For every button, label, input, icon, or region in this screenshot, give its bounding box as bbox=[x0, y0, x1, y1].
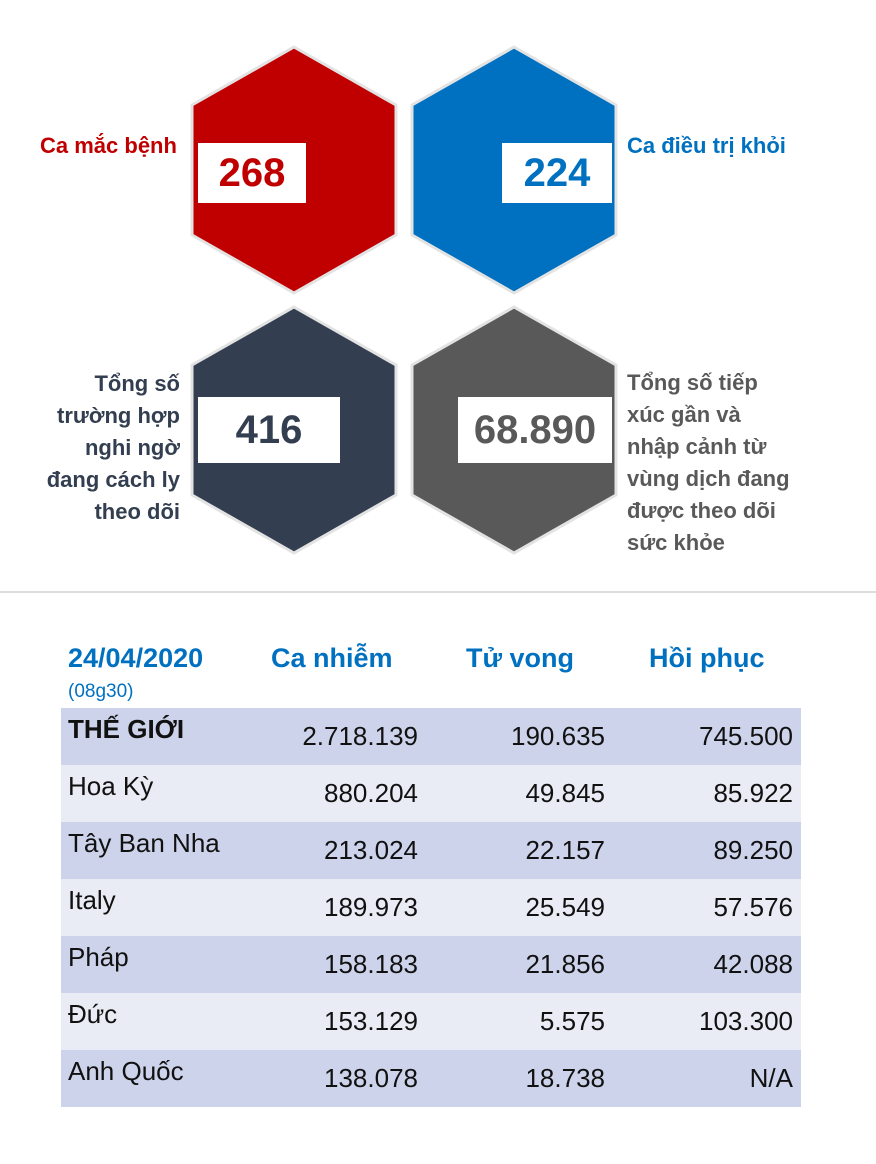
country-name: THẾ GIỚI bbox=[68, 714, 185, 744]
country-name: Anh Quốc bbox=[68, 1056, 184, 1086]
recovered-value: 103.300 bbox=[699, 1006, 793, 1036]
recovered-label: Ca điều trị khỏi bbox=[627, 133, 786, 158]
cases-value: 213.024 bbox=[324, 835, 418, 865]
table-row: THẾ GIỚI 2.718.139 190.635 745.500 bbox=[61, 708, 801, 765]
recovered-value: 57.576 bbox=[713, 892, 793, 922]
infected-count: 268 bbox=[198, 143, 306, 203]
deaths-value: 22.157 bbox=[525, 835, 605, 865]
suspected-hexagon: 416 bbox=[190, 305, 410, 555]
covid-table: THẾ GIỚI 2.718.139 190.635 745.500 Hoa K… bbox=[61, 708, 801, 1107]
cases-value: 138.078 bbox=[324, 1063, 418, 1093]
recovered-value: 745.500 bbox=[699, 721, 793, 751]
recovered-value: 42.088 bbox=[713, 949, 793, 979]
country-name: Hoa Kỳ bbox=[68, 771, 154, 801]
column-header-deaths: Tử vong bbox=[466, 643, 575, 673]
deaths-value: 49.845 bbox=[525, 778, 605, 808]
deaths-value: 18.738 bbox=[525, 1063, 605, 1093]
table-row: Hoa Kỳ 880.204 49.845 85.922 bbox=[61, 765, 801, 822]
table-row: Italy 189.973 25.549 57.576 bbox=[61, 879, 801, 936]
monitored-label: Tổng số tiếp xúc gần và nhập cảnh từ vùn… bbox=[627, 370, 790, 555]
column-header-cases: Ca nhiễm bbox=[271, 643, 393, 673]
table-row: Tây Ban Nha 213.024 22.157 89.250 bbox=[61, 822, 801, 879]
cases-value: 158.183 bbox=[324, 949, 418, 979]
country-name: Đức bbox=[68, 999, 118, 1029]
deaths-value: 25.549 bbox=[525, 892, 605, 922]
recovered-hexagon: 224 bbox=[410, 45, 630, 295]
cases-value: 153.129 bbox=[324, 1006, 418, 1036]
recovered-count: 224 bbox=[502, 143, 612, 203]
country-name: Italy bbox=[68, 885, 116, 915]
country-name: Tây Ban Nha bbox=[68, 828, 220, 858]
recovered-value: 85.922 bbox=[713, 778, 793, 808]
deaths-value: 5.575 bbox=[539, 1006, 605, 1036]
recovered-value: N/A bbox=[749, 1063, 793, 1093]
monitored-hexagon: 68.890 bbox=[410, 305, 630, 555]
table-date: 24/04/2020 bbox=[68, 643, 204, 673]
cases-value: 880.204 bbox=[324, 778, 418, 808]
deaths-value: 21.856 bbox=[525, 949, 605, 979]
table-row: Anh Quốc 138.078 18.738 N/A bbox=[61, 1050, 801, 1107]
cases-value: 189.973 bbox=[324, 892, 418, 922]
suspected-count: 416 bbox=[198, 397, 340, 463]
country-name: Pháp bbox=[68, 942, 129, 972]
column-header-recovered: Hồi phục bbox=[649, 643, 765, 673]
monitored-count: 68.890 bbox=[458, 397, 612, 463]
infected-label: Ca mắc bệnh bbox=[40, 133, 177, 158]
recovered-value: 89.250 bbox=[713, 835, 793, 865]
table-time: (08g30) bbox=[68, 681, 134, 702]
infected-hexagon: 268 bbox=[190, 45, 410, 295]
cases-value: 2.718.139 bbox=[302, 721, 418, 751]
suspected-label: Tổng số trường hợp nghi ngờ đang cách ly… bbox=[46, 371, 180, 524]
table-row: Pháp 158.183 21.856 42.088 bbox=[61, 936, 801, 993]
table-row: Đức 153.129 5.575 103.300 bbox=[61, 993, 801, 1050]
section-divider bbox=[0, 591, 876, 593]
deaths-value: 190.635 bbox=[511, 721, 605, 751]
